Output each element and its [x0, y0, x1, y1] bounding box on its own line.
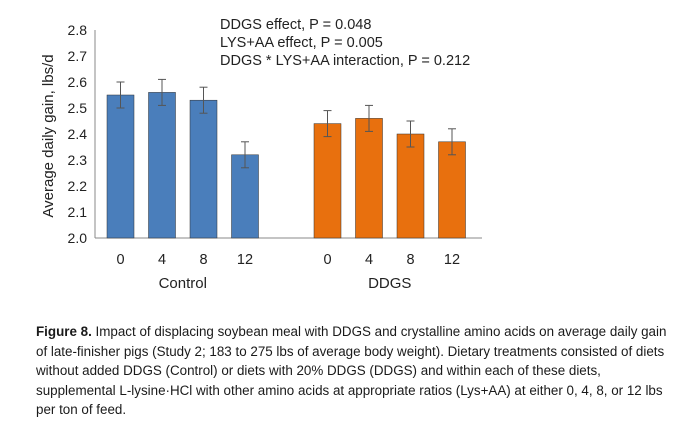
- bar-chart: Average daily gain, lbs/d 2.02.12.22.32.…: [40, 17, 482, 292]
- y-tick-label: 2.6: [68, 74, 88, 90]
- y-tick-label: 2.3: [68, 152, 88, 168]
- bar-ddgs-4: [355, 118, 383, 239]
- bar-control-12: [231, 154, 259, 239]
- annotation: DDGS effect, P = 0.048: [220, 17, 371, 33]
- error-bars: [116, 78, 456, 169]
- annotations: DDGS effect, P = 0.048 LYS+AA effect, P =…: [220, 17, 470, 69]
- bar-ddgs-12: [438, 141, 466, 239]
- y-tick-label: 2.7: [68, 48, 88, 64]
- x-tick-label: 0: [323, 252, 331, 268]
- error-bar: [241, 141, 249, 169]
- group-label-control: Control: [159, 275, 207, 292]
- bar-control-4: [148, 92, 176, 239]
- caption-label: Figure 8.: [36, 324, 92, 339]
- error-bar: [448, 128, 456, 156]
- annotation: DDGS * LYS+AA interaction, P = 0.212: [220, 53, 470, 69]
- figure-caption: Figure 8. Impact of displacing soybean m…: [36, 322, 676, 420]
- y-tick-labels: 2.0 2.1 2.2 2.3 2.4 2.5 2.6 2.7 2.8: [68, 22, 88, 246]
- error-bar: [158, 78, 166, 106]
- bar-ddgs-8: [396, 133, 425, 239]
- y-tick-label: 2.4: [68, 126, 88, 142]
- y-axis-label: Average daily gain, lbs/d: [40, 54, 57, 217]
- y-tick-label: 2.2: [68, 178, 88, 194]
- error-bar: [365, 104, 373, 132]
- y-tick-label: 2.0: [68, 230, 88, 246]
- x-tick-label: 4: [365, 252, 373, 268]
- error-bar: [116, 81, 125, 109]
- annotation: LYS+AA effect, P = 0.005: [220, 35, 383, 51]
- group-label-ddgs: DDGS: [368, 275, 411, 292]
- bar-ddgs-0: [313, 123, 342, 239]
- y-tick-label: 2.5: [68, 100, 88, 116]
- bars: [106, 92, 466, 239]
- bar-control-0: [106, 94, 135, 239]
- x-tick-labels: 0 4 8 12 0 4 8 12: [116, 252, 460, 268]
- caption-text: Impact of displacing soybean meal with D…: [36, 324, 667, 418]
- y-tick-label: 2.1: [68, 204, 88, 220]
- x-tick-label: 4: [158, 252, 166, 268]
- error-bar: [199, 86, 208, 114]
- x-tick-label: 8: [199, 252, 207, 268]
- y-tick-label: 2.8: [68, 22, 88, 38]
- x-tick-label: 8: [406, 252, 414, 268]
- x-tick-label: 0: [116, 252, 124, 268]
- error-bar: [323, 110, 332, 138]
- group-labels: Control DDGS: [159, 275, 412, 292]
- error-bar: [406, 120, 415, 148]
- x-tick-label: 12: [237, 252, 253, 268]
- bar-control-8: [189, 99, 218, 239]
- x-tick-label: 12: [444, 252, 460, 268]
